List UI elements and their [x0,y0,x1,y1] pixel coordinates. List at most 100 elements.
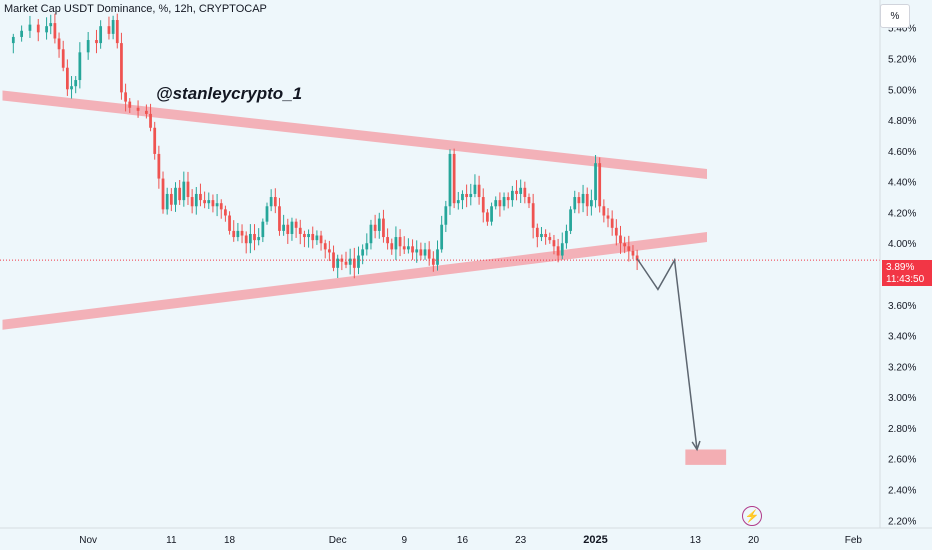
price-tick-label: 5.20% [888,54,916,65]
bar-countdown: 11:43:50 [886,274,925,285]
candle-body [348,258,352,265]
candle-body [49,23,53,27]
candle-body [186,181,190,198]
candle-body [477,184,481,198]
candle-body [203,200,206,204]
candle-body [614,227,618,236]
price-tick-label: 2.20% [888,516,916,527]
candle-body [394,237,398,250]
target-zone [685,449,727,465]
time-axis[interactable]: Nov 11 18 Dec 9 16 23 2025 13 20 Feb [79,534,862,546]
candle-body [565,230,568,244]
candle-body [357,255,360,268]
trendline-zones [2,90,727,465]
candle-body [402,246,406,250]
time-tick-label: 20 [748,535,760,546]
candle-body [194,193,198,207]
price-tick-label: 4.80% [888,116,916,127]
time-tick-label: 11 [166,535,177,546]
time-tick-label: 23 [515,535,527,546]
price-tick-label: 2.80% [888,424,916,435]
candle-body [244,235,248,244]
candle-body [548,237,552,241]
candle-body [224,209,227,216]
candle-body [411,246,414,253]
candle-body [157,153,161,179]
candle-body [602,206,606,216]
candle-body [569,209,572,231]
candle-body [161,178,165,210]
candle-body [282,224,286,231]
candle-body [519,187,523,194]
candle-body [502,197,506,207]
candle-body [436,249,439,265]
candle-body [635,255,639,261]
candle-body [307,233,310,238]
trendline-zone [2,232,707,330]
time-tick-label: 16 [457,535,469,546]
price-tick-label: 4.60% [888,147,916,158]
candle-body [590,200,593,207]
candle-body [219,203,223,210]
candle-body [486,212,489,222]
candle-body [11,36,15,44]
price-axis[interactable]: 5.40% 5.20% 5.00% 4.80% 4.60% 4.40% 4.20% 4.00%… [888,24,916,528]
candle-body [286,224,290,234]
candle-body [169,193,173,205]
candle-body [228,215,231,231]
price-tick-label: 4.20% [888,208,916,219]
candle-body [556,246,560,256]
candle-body [427,249,431,259]
trendline-zone [2,90,707,179]
candle-body [215,203,219,207]
projection-path [636,257,701,452]
candle-body [65,67,69,90]
candle-body [344,261,348,265]
candle-body [352,258,356,268]
candle-body [149,113,152,128]
candle-body [61,49,65,68]
candle-body [327,249,331,253]
candle-body [531,203,535,228]
candle-body [407,246,410,250]
candle-body [265,206,269,222]
candle-body [211,200,215,207]
candle-body [111,20,115,34]
candle-body [398,237,402,247]
projection-arrowhead [691,440,701,452]
candle-body [386,237,389,244]
time-tick-label: Nov [79,535,97,546]
candle-body [257,237,261,241]
candle-body [544,233,548,238]
candle-body [506,197,510,201]
candle-body [153,127,157,154]
candle-body [273,197,277,207]
scale-unit-button[interactable]: % [880,4,910,28]
candle-body [527,197,531,204]
candle-body [444,206,448,225]
candle-body [581,193,585,204]
candle-body [373,224,377,231]
author-watermark: @stanleycrypto_1 [156,84,303,103]
candle-body [315,235,319,241]
candle-body [623,243,627,247]
candle-body [261,221,265,238]
lightning-icon[interactable]: ⚡ [742,506,762,526]
candle-body [319,235,323,244]
candle-body [107,26,111,34]
candle-body [298,227,302,234]
price-tick-label: 5.40% [888,24,916,35]
candle-body [232,230,236,238]
candle-body [573,197,577,210]
candle-body [448,153,452,207]
candle-body [361,249,365,256]
time-tick-label: 2025 [583,534,607,546]
candle-body [236,230,240,238]
time-tick-label: Dec [329,535,347,546]
time-tick-label: 9 [401,535,407,546]
candle-body [120,43,123,93]
candle-body [523,187,527,198]
candle-body [128,101,132,108]
